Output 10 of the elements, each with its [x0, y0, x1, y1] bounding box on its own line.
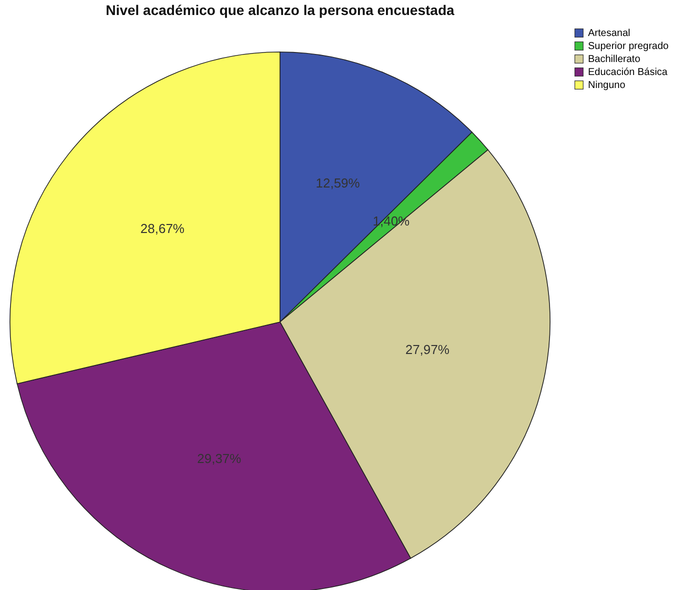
data-label: 28,67%	[140, 220, 185, 236]
data-label: 27,97%	[405, 342, 450, 357]
legend-label: Superior pregrado	[588, 41, 670, 52]
data-label: 29,37%	[197, 451, 242, 466]
legend-label: Bachillerato	[588, 54, 641, 65]
data-label: 12,59%	[316, 176, 360, 191]
legend-label: Educación Básica	[588, 67, 668, 78]
legend-label: Ninguno	[588, 80, 626, 91]
legend-label: Artesanal	[588, 28, 630, 39]
chart-title: Nivel académico que alcanzo la persona encuestada	[106, 2, 454, 18]
